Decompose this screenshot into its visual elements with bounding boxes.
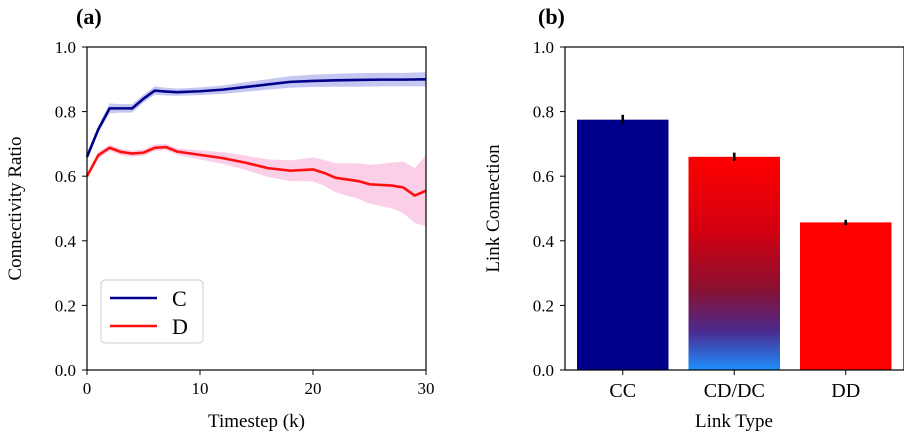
y-tick-label-a: 0.2 [55, 296, 76, 315]
connectivity-ratio-chart: (a) 0 10 20 30 0.0 0.2 0.4 0.6 0.8 1.0 Timestep (… [5, 4, 435, 432]
x-tick-label-cd-dc: CD/DC [704, 380, 765, 402]
line-d [85, 145, 427, 197]
legend-label-d: D [172, 314, 188, 339]
x-axis-label-a: Timestep (k) [208, 411, 305, 432]
legend-label-c: C [172, 286, 187, 311]
plot-frame-a [86, 46, 427, 371]
y-tick-label-a: 0.8 [55, 103, 76, 122]
legend: C D [100, 279, 204, 344]
x-tick-label-cc: CC [609, 380, 636, 402]
y-axis-label-b: Link Connection [483, 144, 504, 273]
confidence-bands [87, 72, 426, 227]
panel-label-b: (b) [538, 4, 565, 29]
band-c [87, 72, 426, 161]
line-c [85, 78, 427, 158]
y-tick-label-b: 0.2 [533, 296, 554, 315]
y-tick-label-a: 0.0 [55, 361, 76, 380]
x-tick-label-a: 30 [418, 379, 435, 398]
y-tick-label-b: 0.6 [533, 167, 554, 186]
x-tick-label-dd: DD [831, 380, 860, 402]
y-tick-label-b: 0.8 [533, 103, 554, 122]
y-axis-label-a: Connectivity Ratio [5, 136, 26, 280]
x-tick-label-a: 20 [305, 379, 322, 398]
bar-dd [800, 222, 892, 370]
y-tick-label-b: 1.0 [533, 38, 554, 57]
x-tick-label-a: 10 [192, 379, 209, 398]
band-d [87, 143, 426, 227]
bars [577, 114, 892, 370]
x-axis-label-b: Link Type [695, 411, 773, 432]
bar-cc [577, 119, 669, 370]
axis-ticks-b: CC CD/DC DD 0.0 0.2 0.4 0.6 0.8 1.0 [533, 38, 860, 402]
y-tick-label-b: 0.4 [533, 232, 555, 251]
y-tick-label-a: 0.4 [55, 232, 77, 251]
y-tick-label-a: 0.6 [55, 167, 76, 186]
panel-label-a: (a) [76, 4, 102, 29]
axis-ticks-a: 0 10 20 30 0.0 0.2 0.4 0.6 0.8 1.0 [55, 38, 435, 398]
link-connection-chart: (b) CC CD/DC DD 0.0 0.2 0.4 0.6 0.8 1.0 Link Typ… [483, 4, 904, 432]
y-tick-label-a: 1.0 [55, 38, 76, 57]
y-tick-label-b: 0.0 [533, 361, 554, 380]
bar-cd-dc [688, 156, 780, 370]
x-tick-label-a: 0 [83, 379, 92, 398]
series-lines [85, 78, 427, 197]
